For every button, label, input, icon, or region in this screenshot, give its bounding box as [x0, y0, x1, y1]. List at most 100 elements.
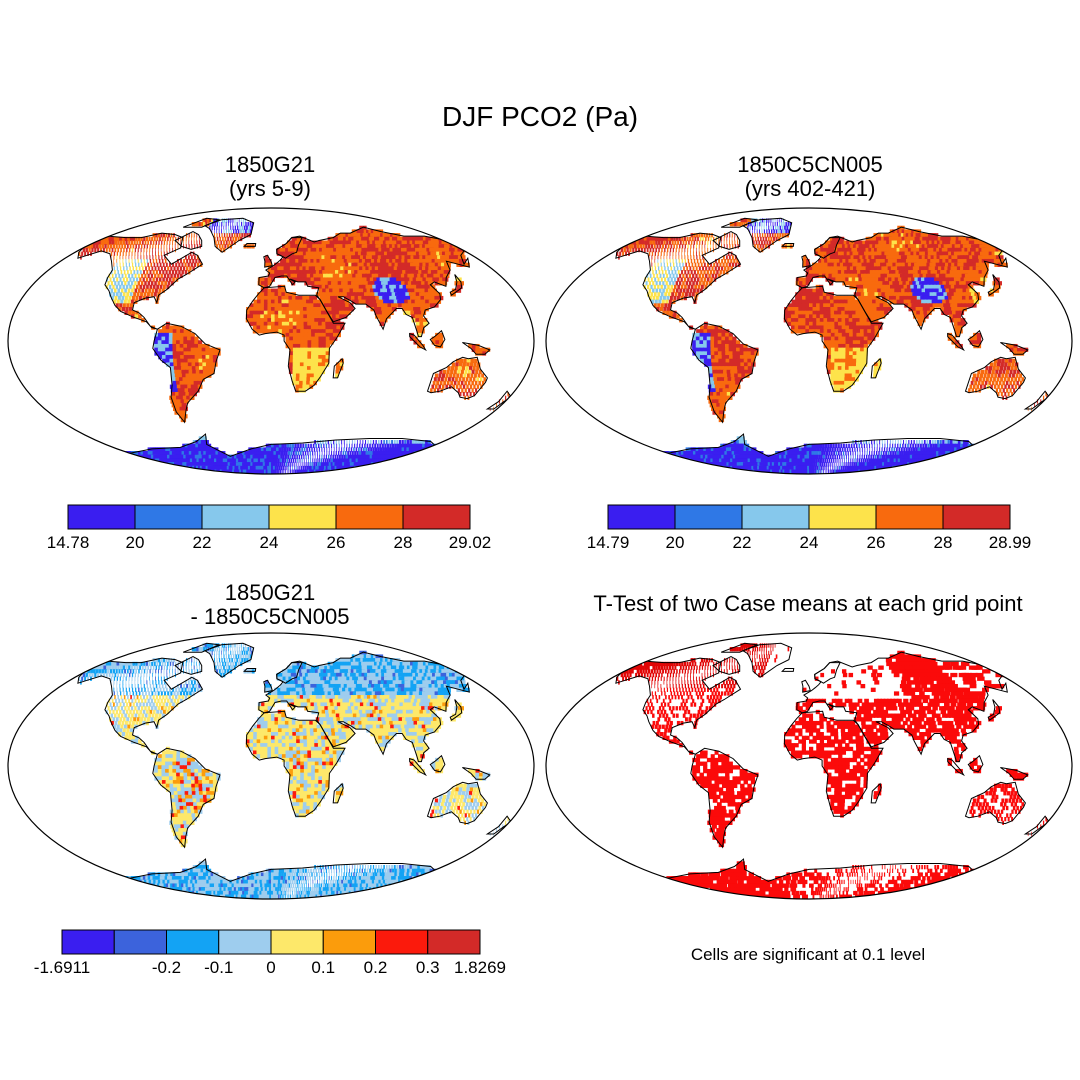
map-cell: [339, 321, 345, 327]
map-cell: [363, 451, 366, 456]
map-cell: [479, 377, 483, 382]
map-cell: [121, 244, 124, 249]
map-cell: [163, 469, 177, 474]
map-cell: [443, 270, 451, 275]
map-cell: [698, 233, 701, 238]
map-cell: [176, 266, 179, 271]
map-cell: [182, 469, 194, 474]
map-cell: [296, 314, 301, 319]
map-cell: [230, 225, 232, 231]
map-cell: [314, 454, 316, 460]
map-cell: [399, 284, 405, 290]
map-cell: [379, 469, 390, 474]
coastline-new-guinea: [462, 342, 491, 355]
map-cell: [872, 281, 878, 286]
map-cell: [649, 270, 651, 275]
map-cell: [981, 273, 988, 279]
map-cell: [684, 255, 686, 260]
map-cell: [396, 447, 401, 452]
map-cell: [161, 240, 163, 245]
map-cell: [303, 373, 307, 378]
map-cell: [318, 355, 323, 360]
map-cell: [312, 454, 314, 460]
map-cell: [363, 469, 373, 474]
map-cell: [963, 277, 970, 282]
map-cell: [774, 233, 777, 238]
map-cell: [238, 233, 241, 238]
map-cell: [170, 369, 176, 375]
map-cell: [221, 225, 222, 231]
map-cell: [388, 440, 391, 445]
map-cell: [331, 447, 333, 452]
map-cell: [189, 377, 195, 382]
map-cell: [378, 310, 383, 315]
map-cell: [126, 247, 128, 253]
map-cell: [815, 273, 820, 279]
map-cell: [393, 288, 400, 293]
map-cell: [942, 281, 948, 286]
map-cell: [163, 251, 165, 256]
map-cell: [388, 307, 394, 312]
map-cell: [243, 222, 245, 227]
map-cell: [99, 451, 110, 456]
map-cell: [371, 454, 376, 460]
map-cell: [307, 277, 312, 282]
map-cell: [140, 292, 143, 297]
map-cell: [389, 270, 396, 275]
map-cell: [650, 284, 653, 290]
map-cell: [649, 240, 653, 245]
map-cell: [311, 332, 316, 338]
map-cell: [354, 443, 356, 448]
map-cell: [193, 380, 199, 386]
map-cell: [118, 273, 121, 279]
map-cell: [140, 281, 144, 286]
map-cell: [334, 251, 340, 256]
map-cell: [659, 236, 663, 242]
map-cell: [708, 281, 712, 286]
map-cell: [267, 266, 272, 271]
map-cell: [330, 462, 334, 467]
map-cell: [852, 251, 858, 256]
map-cell: [128, 262, 131, 267]
map-cell: [178, 373, 184, 378]
map-cell: [927, 277, 934, 282]
map-cell: [181, 270, 184, 275]
map-cell: [81, 251, 84, 256]
map-cell: [289, 343, 294, 349]
map-cell: [302, 451, 304, 456]
map-cell: [694, 284, 698, 290]
map-cell: [391, 443, 395, 448]
map-cell: [309, 469, 313, 474]
map-cell: [193, 469, 204, 474]
map-cell: [718, 240, 720, 245]
map-cell: [148, 266, 151, 271]
panel-1-title-line1: 1850G21: [224, 152, 316, 177]
map-cell: [340, 251, 346, 256]
map-cell: [355, 458, 360, 463]
map-cell: [309, 270, 314, 275]
map-cell: [225, 229, 227, 234]
map-cell: [147, 462, 159, 467]
map-cell: [764, 218, 766, 223]
map-cell: [299, 458, 301, 463]
map-cell: [276, 443, 280, 448]
map-cell: [306, 373, 311, 378]
map-cell: [315, 292, 321, 297]
map-cell: [191, 469, 202, 474]
map-cell: [192, 258, 195, 264]
map-cell: [734, 262, 738, 267]
map-cell: [337, 251, 343, 256]
map-cell: [131, 258, 133, 264]
map-cell: [869, 251, 875, 256]
map-cell: [229, 236, 232, 242]
map-cell: [453, 369, 457, 375]
map-cell: [241, 451, 247, 456]
map-cell: [332, 288, 338, 293]
map-cell: [307, 451, 309, 456]
map-cell: [296, 454, 298, 460]
map-cell: [866, 270, 872, 275]
map-cell: [883, 255, 889, 260]
map-cell: [313, 380, 317, 386]
map-cell: [677, 277, 680, 282]
map-cell: [104, 244, 107, 249]
